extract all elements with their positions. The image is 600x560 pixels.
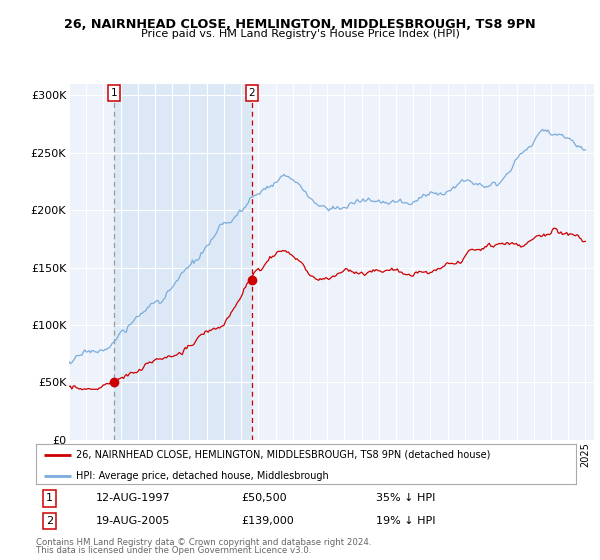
Text: HPI: Average price, detached house, Middlesbrough: HPI: Average price, detached house, Midd…	[77, 470, 329, 480]
Text: £50,500: £50,500	[241, 493, 287, 503]
Text: 2: 2	[46, 516, 53, 526]
Text: 1: 1	[46, 493, 53, 503]
Text: £139,000: £139,000	[241, 516, 294, 526]
Text: 19% ↓ HPI: 19% ↓ HPI	[376, 516, 436, 526]
Text: 26, NAIRNHEAD CLOSE, HEMLINGTON, MIDDLESBROUGH, TS8 9PN: 26, NAIRNHEAD CLOSE, HEMLINGTON, MIDDLES…	[64, 18, 536, 31]
Text: Price paid vs. HM Land Registry's House Price Index (HPI): Price paid vs. HM Land Registry's House …	[140, 29, 460, 39]
Text: 2: 2	[248, 88, 255, 98]
Text: 19-AUG-2005: 19-AUG-2005	[95, 516, 170, 526]
Text: 35% ↓ HPI: 35% ↓ HPI	[376, 493, 436, 503]
Text: This data is licensed under the Open Government Licence v3.0.: This data is licensed under the Open Gov…	[36, 545, 311, 555]
Bar	[114, 84, 252, 440]
Text: 26, NAIRNHEAD CLOSE, HEMLINGTON, MIDDLESBROUGH, TS8 9PN (detached house): 26, NAIRNHEAD CLOSE, HEMLINGTON, MIDDLES…	[77, 450, 491, 460]
Text: 12-AUG-1997: 12-AUG-1997	[95, 493, 170, 503]
Text: Contains HM Land Registry data © Crown copyright and database right 2024.: Contains HM Land Registry data © Crown c…	[36, 539, 371, 548]
Text: 1: 1	[111, 88, 118, 98]
